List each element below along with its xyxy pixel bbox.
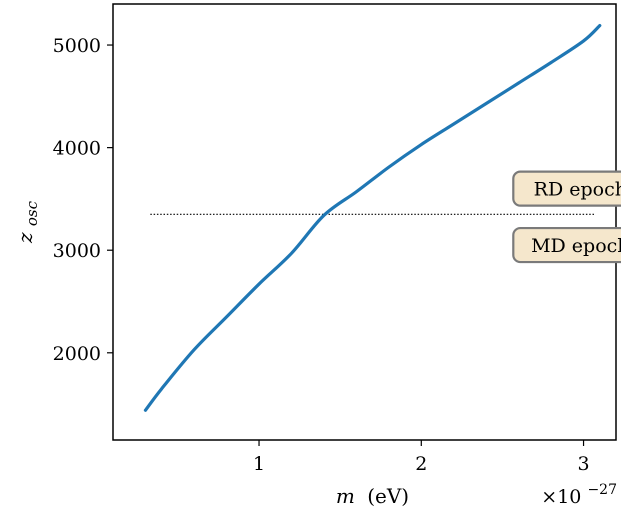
x-axis-label-unit: (eV)	[367, 484, 409, 508]
annotation-text: RD epoch	[534, 179, 621, 201]
y-tick-label: 2000	[53, 343, 101, 365]
y-tick-label: 4000	[53, 138, 101, 160]
annotation-box-bg	[512, 170, 621, 207]
x-axis-scale-exp: −27	[587, 482, 617, 498]
y-axis-label: z osc	[13, 200, 41, 244]
annotation-text: MD epoch	[531, 235, 621, 257]
y-tick-label: 5000	[53, 35, 101, 57]
x-tick-label: 1	[253, 453, 265, 475]
x-tick-label: 2	[415, 453, 427, 475]
x-axis-label-var: m	[336, 484, 355, 508]
x-axis-label: m (eV)	[336, 484, 409, 508]
x-axis-scale-label: ×10 −27	[541, 482, 617, 508]
x-axis-scale-base: ×10	[541, 486, 581, 508]
annotation-box-bg	[512, 226, 621, 264]
annotation-box-1: MD epoch	[512, 226, 621, 264]
annotation-box-0: RD epoch	[512, 170, 621, 207]
series-line-0	[143, 23, 602, 412]
plot-frame	[112, 3, 617, 441]
y-axis-label-sub: osc	[23, 200, 41, 226]
y-axis-label-var: z	[13, 232, 37, 244]
x-tick-label: 3	[578, 453, 590, 475]
y-tick-label: 3000	[53, 240, 101, 262]
